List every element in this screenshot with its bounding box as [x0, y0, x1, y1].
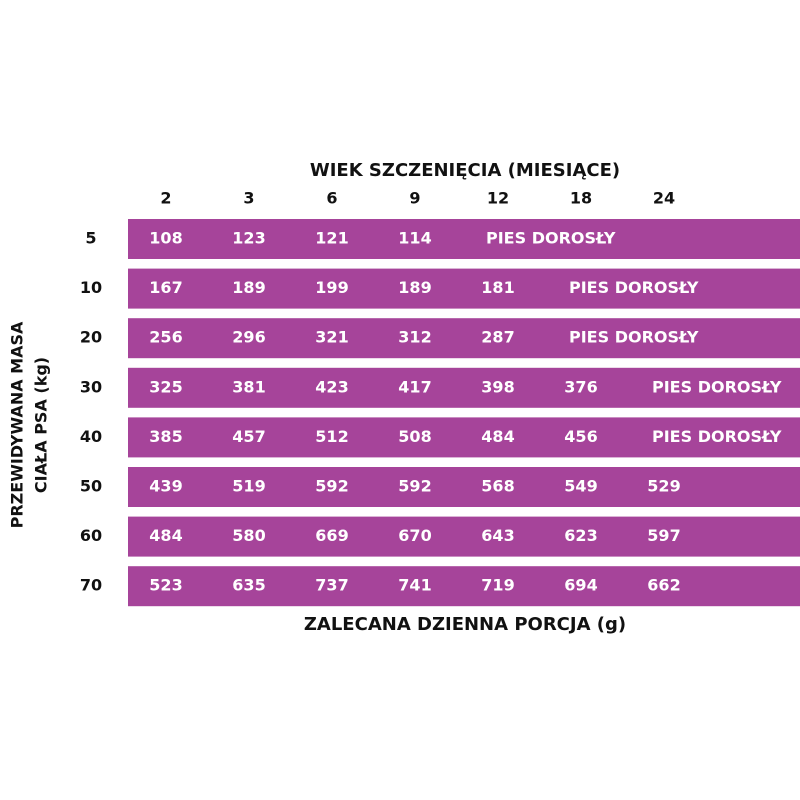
cell-value: 439: [149, 477, 182, 496]
row-band: [128, 566, 800, 607]
cell-value: 456: [564, 427, 597, 446]
cell-value: 694: [564, 576, 597, 595]
cell-note: PIES DOROSŁY: [652, 377, 782, 396]
cell-note: PIES DOROSŁY: [569, 328, 699, 347]
cell-value: 199: [315, 278, 348, 297]
column-header: 6: [326, 189, 337, 208]
column-header: 18: [570, 189, 592, 208]
cell-value: 287: [481, 328, 514, 347]
cell-value: 719: [481, 576, 514, 595]
row-band: [128, 367, 800, 408]
cell-value: 121: [315, 229, 348, 248]
cell-note: PIES DOROSŁY: [569, 278, 699, 297]
side-label-line: PRZEWIDYWANA MASA: [8, 321, 27, 528]
row-band: [128, 318, 800, 359]
row-band: [128, 516, 800, 557]
cell-value: 635: [232, 576, 265, 595]
cell-value: 592: [315, 477, 348, 496]
cell-value: 580: [232, 526, 265, 545]
row-band: [128, 268, 800, 309]
row-label: 5: [85, 229, 96, 248]
cell-value: 417: [398, 377, 431, 396]
column-header: 24: [653, 189, 675, 208]
cell-value: 296: [232, 328, 265, 347]
row-band: [128, 417, 800, 458]
cell-value: 381: [232, 377, 265, 396]
row-label: 30: [80, 377, 102, 396]
cell-value: 325: [149, 377, 182, 396]
cell-value: 256: [149, 328, 182, 347]
cell-value: 597: [647, 526, 680, 545]
column-header: 3: [243, 189, 254, 208]
row-label: 10: [80, 278, 102, 297]
cell-value: 423: [315, 377, 348, 396]
cell-value: 189: [398, 278, 431, 297]
cell-note: PIES DOROSŁY: [652, 427, 782, 446]
row-label: 60: [80, 526, 102, 545]
cell-value: 623: [564, 526, 597, 545]
cell-value: 643: [481, 526, 514, 545]
cell-value: 181: [481, 278, 514, 297]
cell-value: 484: [481, 427, 514, 446]
cell-value: 523: [149, 576, 182, 595]
cell-value: 321: [315, 328, 348, 347]
column-header: 9: [409, 189, 420, 208]
row-band: [128, 467, 800, 507]
cell-value: 741: [398, 576, 431, 595]
cell-value: 669: [315, 526, 348, 545]
cell-value: 114: [398, 229, 431, 248]
cell-value: 549: [564, 477, 597, 496]
cell-value: 189: [232, 278, 265, 297]
column-header: 12: [487, 189, 509, 208]
cell-value: 457: [232, 427, 265, 446]
column-header: 2: [160, 189, 171, 208]
cell-value: 508: [398, 427, 431, 446]
cell-value: 519: [232, 477, 265, 496]
row-label: 20: [80, 328, 102, 347]
cell-value: 670: [398, 526, 431, 545]
cell-value: 484: [149, 526, 182, 545]
row-label: 50: [80, 477, 102, 496]
cell-note: PIES DOROSŁY: [486, 229, 616, 248]
cell-value: 167: [149, 278, 182, 297]
cell-value: 662: [647, 576, 680, 595]
cell-value: 123: [232, 229, 265, 248]
row-band: [128, 219, 800, 259]
cell-value: 376: [564, 377, 597, 396]
row-label: 40: [80, 427, 102, 446]
table-caption: ZALECANA DZIENNA PORCJA (g): [304, 614, 626, 635]
cell-value: 737: [315, 576, 348, 595]
cell-value: 512: [315, 427, 348, 446]
cell-value: 108: [149, 229, 182, 248]
row-label: 70: [80, 576, 102, 595]
side-label: PRZEWIDYWANA MASA CIAŁA PSA (kg): [8, 321, 51, 528]
cell-value: 592: [398, 477, 431, 496]
cell-value: 529: [647, 477, 680, 496]
side-label-line: CIAŁA PSA (kg): [32, 357, 51, 493]
cell-value: 398: [481, 377, 514, 396]
cell-value: 385: [149, 427, 182, 446]
cell-value: 312: [398, 328, 431, 347]
cell-value: 568: [481, 477, 514, 496]
table-title: WIEK SZCZENIĘCIA (MIESIĄCE): [310, 160, 620, 181]
